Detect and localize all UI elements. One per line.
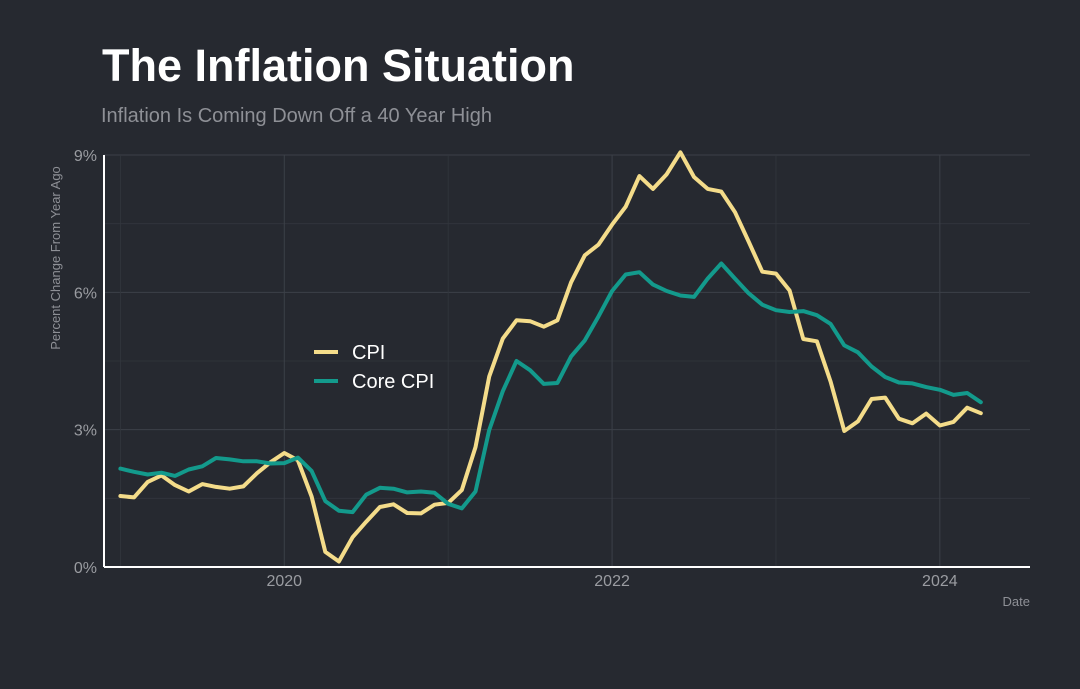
x-tick-labels: 2020 2022 2024	[266, 573, 957, 590]
legend: CPI Core CPI	[314, 342, 434, 393]
series-line-cpi	[118, 150, 983, 564]
legend-label: Core CPI	[352, 371, 434, 393]
y-tick-label: 3%	[74, 423, 97, 440]
y-tick-labels: 0% 3% 6% 9%	[74, 148, 97, 577]
series-line-core-cpi	[118, 261, 983, 515]
legend-label: CPI	[352, 342, 385, 364]
chart-subtitle: Inflation Is Coming Down Off a 40 Year H…	[101, 105, 492, 127]
series-lines	[118, 150, 983, 564]
y-axis-title: Percent Change From Year Ago	[48, 166, 63, 350]
x-axis-title: Date	[1003, 594, 1030, 609]
chart-title: The Inflation Situation	[102, 40, 575, 91]
y-tick-label: 0%	[74, 560, 97, 577]
x-tick-label: 2022	[594, 573, 630, 590]
x-tick-label: 2024	[922, 573, 958, 590]
x-tick-label: 2020	[266, 573, 302, 590]
y-tick-label: 6%	[74, 285, 97, 302]
y-tick-label: 9%	[74, 148, 97, 165]
